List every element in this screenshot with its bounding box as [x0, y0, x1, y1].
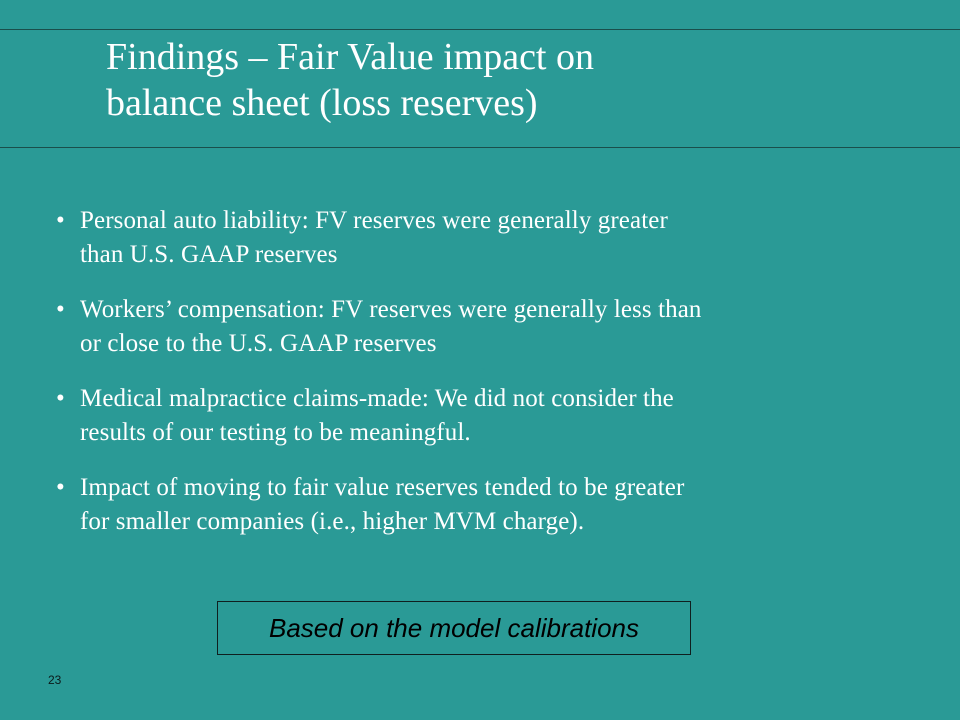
- note-box: Based on the model calibrations: [217, 601, 691, 655]
- bullet-text-line-2: than U.S. GAAP reserves: [80, 241, 338, 268]
- bullet-text-line-1: Personal auto liability: FV reserves wer…: [80, 207, 668, 234]
- bullet-text-line-1: Impact of moving to fair value reserves …: [80, 474, 685, 501]
- top-rule: [0, 29, 960, 30]
- bullet-mark: •: [56, 207, 65, 234]
- slide-title-line-1: Findings – Fair Value impact on: [106, 36, 594, 78]
- bullet-item-workers-comp: • Workers’ compensation: FV reserves wer…: [56, 293, 936, 361]
- slide-title: Findings – Fair Value impact on balance …: [106, 34, 906, 126]
- bullet-mark: •: [56, 474, 65, 501]
- bullet-mark: •: [56, 385, 65, 412]
- bullet-list: • Personal auto liability: FV reserves w…: [56, 204, 936, 560]
- bullet-text-line-1: Medical malpractice claims-made: We did …: [80, 385, 674, 412]
- bullet-item-medical-malpractice: • Medical malpractice claims-made: We di…: [56, 382, 936, 450]
- bullet-item-fair-value-impact: • Impact of moving to fair value reserve…: [56, 471, 936, 539]
- bullet-item-personal-auto: • Personal auto liability: FV reserves w…: [56, 204, 936, 272]
- bullet-mark: •: [56, 296, 65, 323]
- page-number: 23: [48, 673, 62, 687]
- bullet-text-line-1: Workers’ compensation: FV reserves were …: [80, 296, 702, 323]
- bullet-text-line-2: or close to the U.S. GAAP reserves: [80, 330, 437, 357]
- title-divider-rule: [0, 147, 960, 148]
- bullet-text-line-2: results of our testing to be meaningful.: [80, 419, 471, 446]
- bullet-text-line-2: for smaller companies (i.e., higher MVM …: [80, 508, 585, 535]
- slide-title-line-2: balance sheet (loss reserves): [106, 82, 538, 124]
